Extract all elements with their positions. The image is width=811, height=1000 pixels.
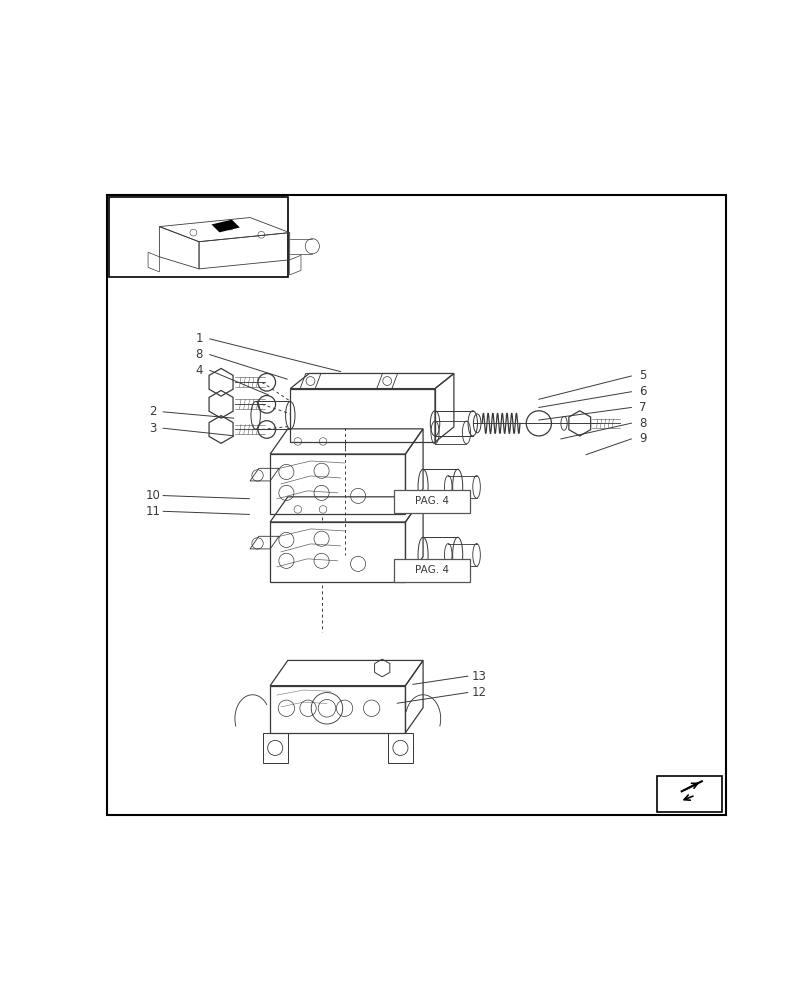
Text: PAG. 4: PAG. 4 — [414, 496, 448, 506]
Text: 8: 8 — [638, 417, 646, 430]
Text: 7: 7 — [638, 401, 646, 414]
Text: 6: 6 — [638, 385, 646, 398]
Text: 4: 4 — [195, 364, 203, 377]
Text: 13: 13 — [471, 670, 486, 683]
Bar — [656, 776, 721, 812]
Polygon shape — [211, 220, 239, 232]
Bar — [109, 197, 288, 277]
Text: 12: 12 — [471, 686, 486, 699]
Text: 2: 2 — [149, 405, 157, 418]
Text: 8: 8 — [195, 348, 203, 361]
Text: 3: 3 — [149, 422, 157, 435]
Text: 1: 1 — [195, 332, 203, 345]
Bar — [393, 559, 469, 582]
Text: PAG. 4: PAG. 4 — [414, 565, 448, 575]
Text: 5: 5 — [638, 369, 646, 382]
Text: 10: 10 — [145, 489, 161, 502]
Bar — [393, 490, 469, 513]
Text: 11: 11 — [145, 505, 161, 518]
Text: 9: 9 — [638, 432, 646, 445]
